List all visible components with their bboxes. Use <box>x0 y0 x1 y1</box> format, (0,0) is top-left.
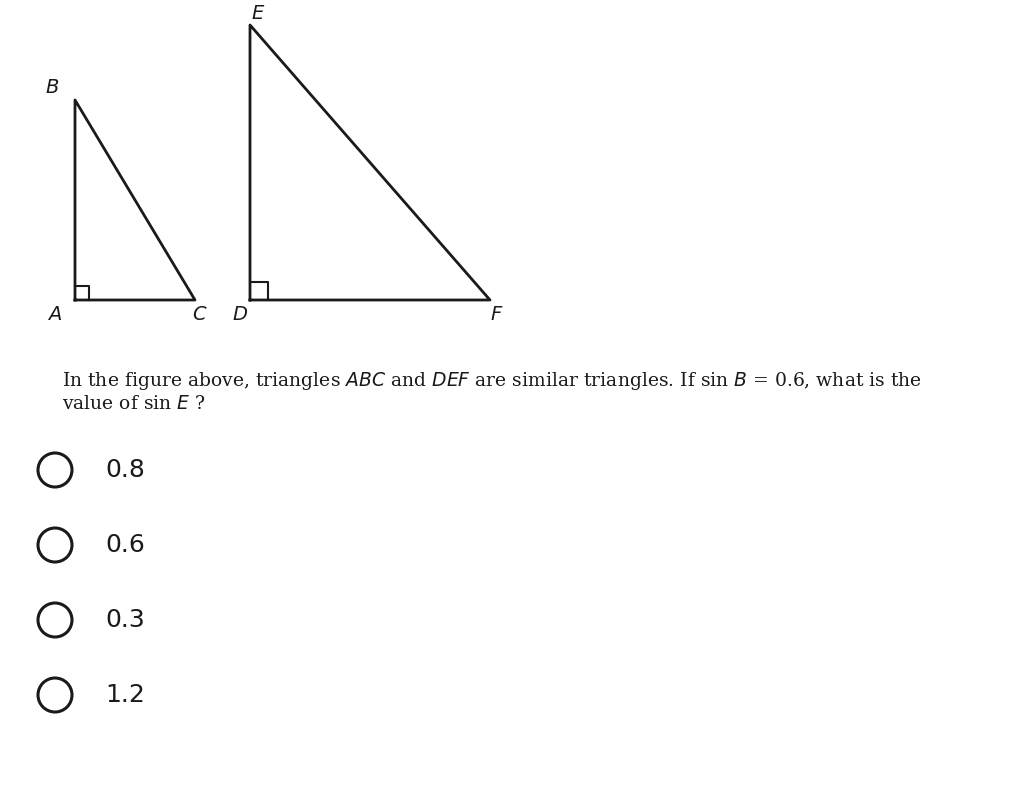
Text: $E$: $E$ <box>251 5 265 23</box>
Text: 1.2: 1.2 <box>105 683 144 707</box>
Text: 0.3: 0.3 <box>105 608 144 632</box>
Text: value of sin $E$ ?: value of sin $E$ ? <box>62 395 206 413</box>
Text: In the figure above, triangles $ABC$ and $DEF$ are similar triangles. If sin $B$: In the figure above, triangles $ABC$ and… <box>62 370 922 392</box>
Text: 0.8: 0.8 <box>105 458 144 482</box>
Text: $B$: $B$ <box>45 79 59 97</box>
Text: 0.6: 0.6 <box>105 533 144 557</box>
Text: $D$: $D$ <box>232 306 248 324</box>
Text: $A$: $A$ <box>47 306 62 324</box>
Text: $C$: $C$ <box>193 306 208 324</box>
Text: $F$: $F$ <box>490 306 504 324</box>
